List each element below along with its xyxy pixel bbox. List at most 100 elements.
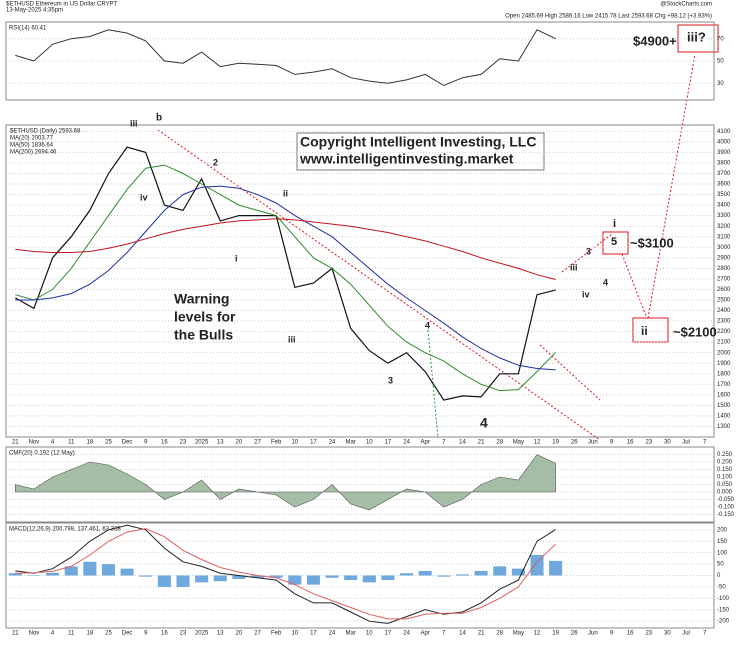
y-tick-label: 1900 <box>717 361 731 367</box>
x-tick-label: 21 <box>478 631 485 637</box>
y-tick-label: 100 <box>717 550 728 556</box>
histogram-bar <box>213 575 227 582</box>
annotation: i <box>613 218 616 230</box>
histogram-bar <box>344 575 358 581</box>
x-tick-label: 17 <box>385 631 392 637</box>
x-tick-label: Jul <box>682 440 690 446</box>
x-tick-label: 9 <box>610 631 614 637</box>
x-tick-label: 27 <box>254 440 261 446</box>
histogram-bar <box>195 575 209 583</box>
y-tick-label: 50 <box>717 562 724 568</box>
x-tick-label: 10 <box>291 631 298 637</box>
annotation: 4 <box>480 415 488 431</box>
histogram-bar <box>400 573 414 576</box>
x-tick-label: 24 <box>329 440 336 446</box>
y-tick-label: 3000 <box>717 245 731 251</box>
y-tick-label: 0.000 <box>717 490 733 496</box>
x-tick-label: 9 <box>144 631 148 637</box>
y-tick-label: 1800 <box>717 371 731 377</box>
date: 13-May-2025 4:35pm <box>6 8 63 14</box>
annotation: i <box>235 253 238 263</box>
y-tick-label: 2500 <box>717 298 731 304</box>
x-tick-label: 30 <box>664 440 671 446</box>
y-tick-label: 3500 <box>717 192 731 198</box>
x-tick-label: 30 <box>664 631 671 637</box>
y-tick-label: 0.250 <box>717 452 733 458</box>
y-tick-label: 2200 <box>717 329 731 335</box>
annotation: 3 <box>586 246 591 256</box>
series-line <box>15 528 556 620</box>
y-tick-label: 0.200 <box>717 460 733 466</box>
x-tick-label: 11 <box>68 440 75 446</box>
y-tick-label: 3200 <box>717 224 731 230</box>
legend-entry: MA(200) 2694.46 <box>10 150 57 156</box>
x-tick-label: 20 <box>236 631 243 637</box>
x-tick-label: 23 <box>180 440 187 446</box>
histogram-bar <box>269 575 283 578</box>
y-tick-label: 1600 <box>717 392 731 398</box>
x-tick-label: 11 <box>68 631 75 637</box>
legend-entry: MA(50) 1836.64 <box>10 143 54 149</box>
series-line <box>15 164 556 392</box>
annotation: iii <box>130 118 138 128</box>
legend-entry: $ETHUSD (Daily) 2593.68 <box>10 129 81 135</box>
x-tick-label: Jun <box>588 631 598 637</box>
histogram-bar <box>455 574 469 576</box>
x-tick-label: 14 <box>459 631 466 637</box>
x-tick-label: 25 <box>105 631 112 637</box>
y-tick-label: 2100 <box>717 340 731 346</box>
quote: Open 2485.69 High 2586.16 Low 2415.78 La… <box>505 14 712 20</box>
x-tick-label: 4 <box>51 440 55 446</box>
series-line <box>15 524 556 624</box>
y-tick-label: -50 <box>717 584 726 590</box>
y-tick-label: 1500 <box>717 403 731 409</box>
annotation: ii <box>283 188 288 198</box>
y-tick-label: -0.150 <box>717 512 735 518</box>
x-tick-label: Mar <box>346 631 356 637</box>
y-tick-label: 50 <box>717 59 724 65</box>
x-tick-label: 2025 <box>195 631 209 637</box>
y-tick-label: -0.100 <box>717 505 735 511</box>
panel-title: RSI(14) 60.41 <box>9 26 47 32</box>
histogram-bar <box>176 575 190 587</box>
y-tick-label: 3800 <box>717 161 731 167</box>
annotation: the Bulls <box>174 327 233 343</box>
histogram-bar <box>8 573 22 576</box>
annotation: ~$3100 <box>630 235 674 250</box>
target-box <box>632 317 669 343</box>
x-tick-label: Apr <box>421 631 430 637</box>
annotation: levels for <box>174 309 236 325</box>
histogram-bar <box>306 575 320 585</box>
source: @StockCharts.com <box>660 2 712 8</box>
x-tick-label: 13 <box>217 631 224 637</box>
series-line <box>15 146 556 401</box>
x-tick-label: 26 <box>571 440 578 446</box>
y-tick-label: 1300 <box>717 424 731 430</box>
histogram-bar <box>120 568 134 576</box>
histogram-bar <box>418 570 432 576</box>
x-tick-label: 7 <box>703 440 707 446</box>
y-tick-label: 3100 <box>717 234 731 240</box>
x-tick-label: Jul <box>682 631 690 637</box>
y-tick-label: 2600 <box>717 287 731 293</box>
trend-line <box>157 129 601 441</box>
x-tick-label: Dec <box>122 440 133 446</box>
y-tick-label: 3300 <box>717 213 731 219</box>
x-tick-label: May <box>513 440 524 446</box>
x-tick-label: 7 <box>442 631 446 637</box>
legend-entry: MA(20) 2003.77 <box>10 136 54 142</box>
annotation: Copyright Intelligent Investing, LLC <box>300 134 536 150</box>
x-tick-label: 10 <box>366 631 373 637</box>
annotation: 4 <box>425 320 430 330</box>
x-tick-label: 24 <box>403 631 410 637</box>
annotation: iv <box>582 289 590 299</box>
y-tick-label: 1400 <box>717 413 731 419</box>
x-tick-label: 28 <box>496 631 503 637</box>
annotation: 5 <box>611 236 617 248</box>
series-line <box>15 218 556 280</box>
y-tick-label: 2800 <box>717 266 731 272</box>
x-tick-label: 17 <box>385 440 392 446</box>
x-tick-label: 16 <box>627 440 634 446</box>
x-tick-label: 18 <box>86 440 93 446</box>
